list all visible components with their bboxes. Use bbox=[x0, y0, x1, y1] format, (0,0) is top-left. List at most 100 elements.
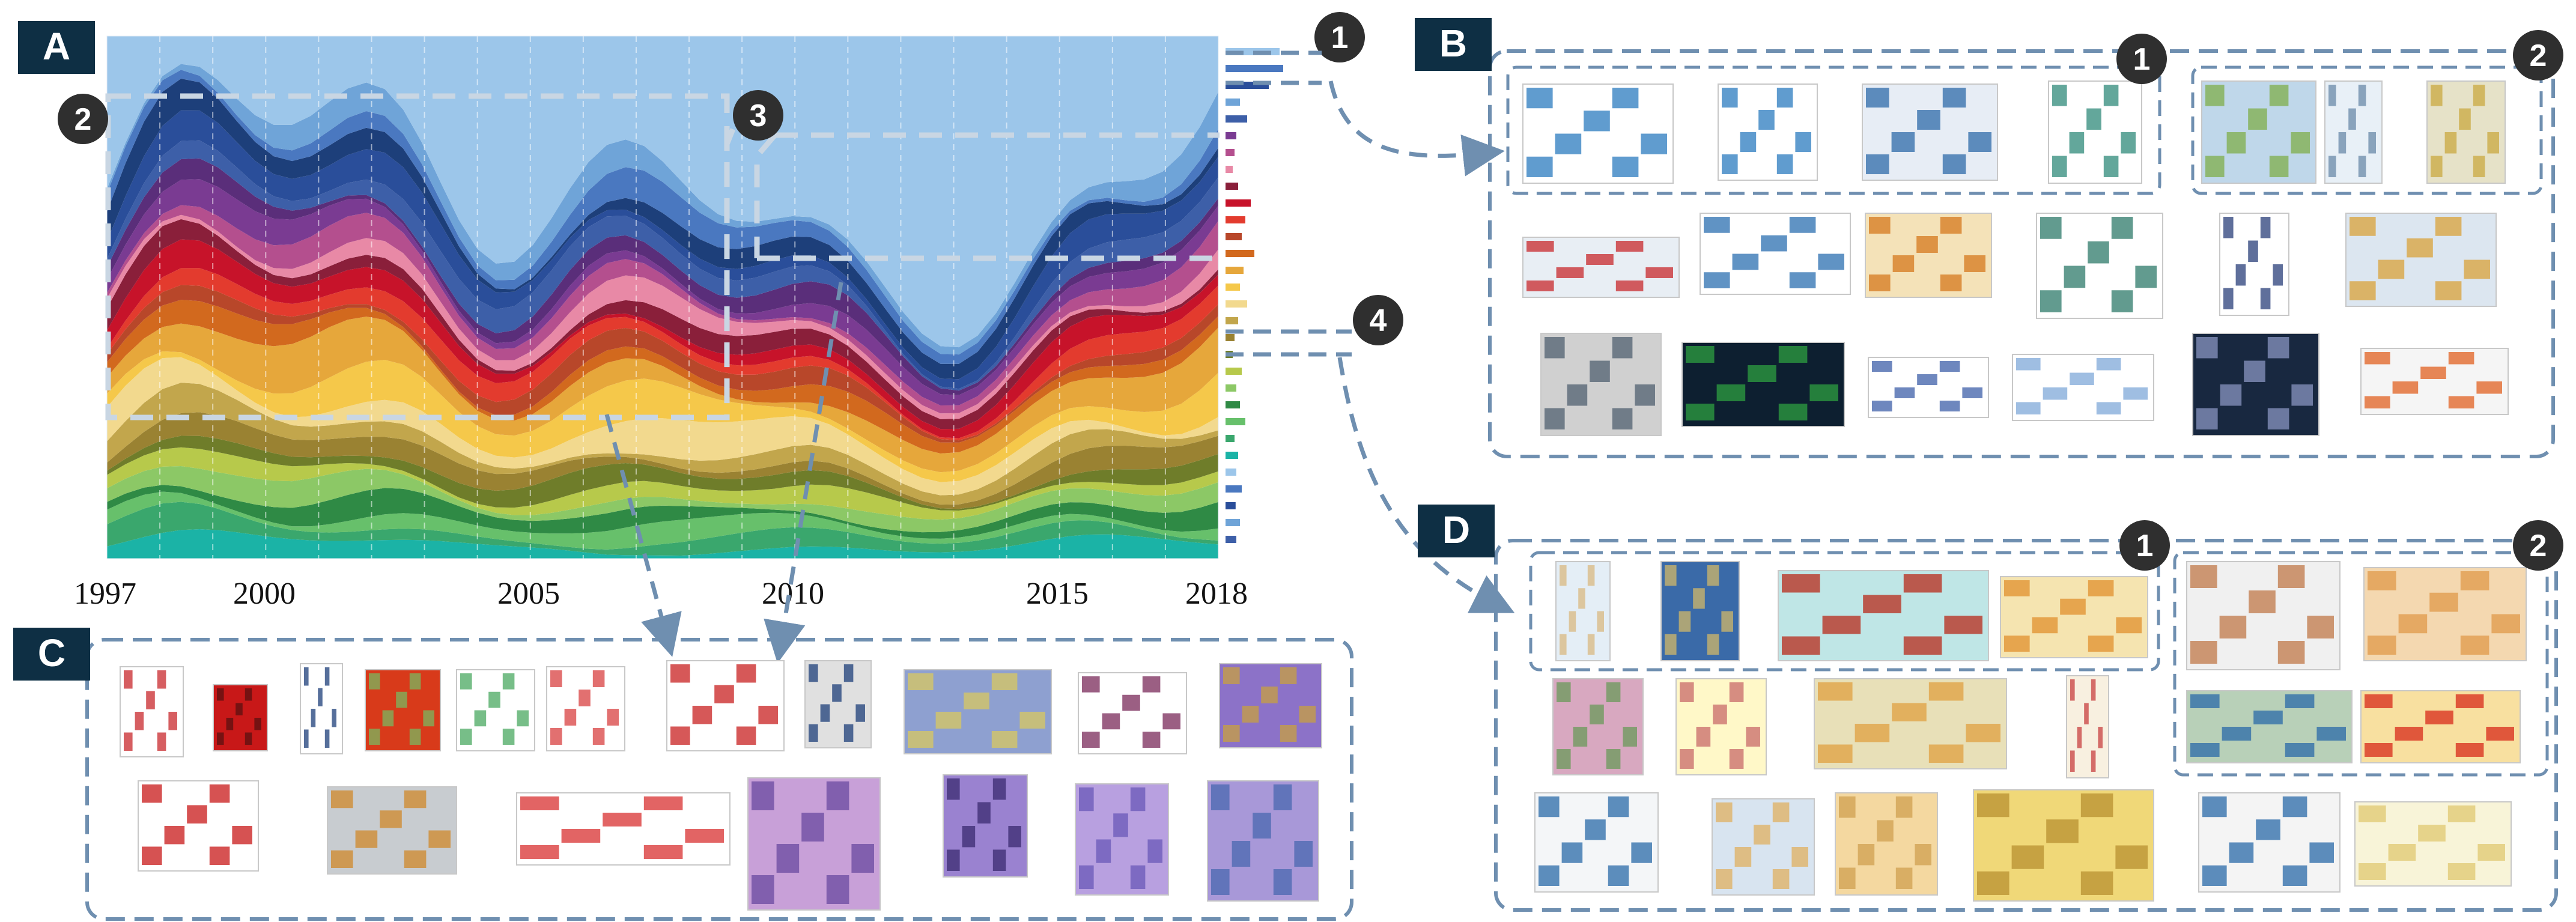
tick-label-2015: 2015 bbox=[1026, 577, 1089, 611]
stream-layer bbox=[107, 447, 1218, 520]
svg-text:3: 3 bbox=[750, 99, 767, 133]
figure-thumbnail bbox=[2360, 348, 2509, 415]
marker-b-1: 1 bbox=[2116, 34, 2167, 84]
thumbnail-grid-d bbox=[1534, 561, 2527, 902]
arrow-to-c-1 bbox=[604, 414, 682, 657]
side-bar bbox=[1226, 418, 1245, 425]
side-bar bbox=[1226, 334, 1235, 341]
figure-thumbnail bbox=[1700, 213, 1851, 295]
svg-text:A: A bbox=[43, 25, 70, 68]
stream-layer bbox=[107, 78, 1218, 380]
svg-text:2: 2 bbox=[2530, 529, 2547, 563]
side-bar bbox=[1226, 267, 1244, 274]
figure-thumbnail bbox=[1534, 792, 1659, 893]
stream-layer bbox=[107, 412, 1218, 509]
figure-thumbnail bbox=[2219, 213, 2289, 316]
side-bar-histogram bbox=[1226, 48, 1283, 543]
figure-thumbnail bbox=[213, 684, 268, 751]
tick-label-2005: 2005 bbox=[497, 577, 560, 611]
streamgraph bbox=[107, 36, 1218, 559]
figure-thumbnail bbox=[365, 669, 441, 751]
group-d-1 bbox=[1529, 551, 2160, 672]
side-bar bbox=[1226, 250, 1254, 257]
figure-thumbnail bbox=[2012, 354, 2154, 421]
stream-layer bbox=[107, 491, 1218, 550]
figure-thumbnail bbox=[300, 663, 343, 754]
group-b-2 bbox=[2191, 65, 2543, 195]
figure-thumbnail bbox=[747, 777, 881, 911]
figure-thumbnail bbox=[904, 669, 1052, 754]
group-b-1 bbox=[1506, 65, 2161, 195]
side-bar bbox=[1226, 284, 1240, 291]
figure-thumbnail bbox=[120, 666, 184, 757]
figure-thumbnail bbox=[2201, 80, 2316, 184]
figure-thumbnail bbox=[2354, 801, 2512, 887]
panel-label-a: A bbox=[18, 21, 95, 74]
figure-thumbnail bbox=[1555, 561, 1611, 661]
figure-thumbnail bbox=[943, 774, 1028, 878]
figure-thumbnail bbox=[1675, 678, 1767, 775]
figure-thumbnail bbox=[2363, 567, 2527, 661]
side-bar bbox=[1226, 199, 1251, 207]
side-bar bbox=[1226, 435, 1235, 442]
connector-1 bbox=[1226, 50, 1322, 85]
thumbnail-grid-c bbox=[120, 660, 1322, 911]
highlight-box-3 bbox=[754, 132, 1220, 261]
marker-b-2: 2 bbox=[2513, 30, 2563, 80]
side-bar bbox=[1226, 216, 1245, 223]
stream-layer bbox=[107, 205, 1218, 414]
figure-thumbnail bbox=[2360, 690, 2521, 763]
side-bar bbox=[1226, 115, 1247, 123]
year-gridlines bbox=[159, 36, 1166, 559]
side-bar bbox=[1226, 149, 1235, 156]
tick-label-1997: 1997 bbox=[74, 577, 136, 611]
side-bar bbox=[1226, 536, 1236, 543]
arrow-to-d bbox=[1337, 357, 1515, 613]
figure-thumbnail bbox=[1207, 780, 1319, 902]
panel-label-c: C bbox=[13, 628, 90, 681]
stream-layer bbox=[107, 239, 1218, 438]
highlight-box-2-edge bbox=[724, 128, 736, 414]
marker-d-2: 2 bbox=[2513, 520, 2563, 571]
panel-d: 1 2 bbox=[1494, 520, 2563, 912]
figure-thumbnail bbox=[1835, 792, 1938, 896]
figure-thumbnail bbox=[1973, 789, 2154, 902]
stream-layer bbox=[107, 502, 1218, 556]
arrow-to-c-2 bbox=[764, 282, 843, 664]
stream-layer bbox=[107, 485, 1218, 539]
figure-thumbnail bbox=[2324, 80, 2383, 184]
thumbnail-grid-b bbox=[1522, 80, 2509, 436]
side-bar bbox=[1226, 502, 1236, 509]
figure-thumbnail bbox=[1660, 561, 1740, 661]
panel-label-b: B bbox=[1415, 18, 1492, 71]
stream-layer bbox=[107, 383, 1218, 505]
marker-a-2: 2 bbox=[58, 94, 108, 144]
tick-label-2018: 2018 bbox=[1185, 577, 1248, 611]
figure-thumbnail bbox=[2066, 675, 2109, 778]
side-bar bbox=[1226, 99, 1240, 106]
svg-text:4: 4 bbox=[1370, 303, 1387, 338]
side-bar bbox=[1226, 317, 1238, 324]
svg-text:2: 2 bbox=[74, 102, 92, 137]
group-d-2 bbox=[2173, 551, 2549, 777]
stream-layer bbox=[107, 268, 1218, 441]
figure-thumbnail bbox=[1681, 342, 1845, 427]
figure-thumbnail bbox=[138, 780, 259, 872]
svg-text:1: 1 bbox=[1331, 20, 1349, 55]
figure-thumbnail bbox=[1814, 678, 2007, 769]
connector-4 bbox=[1226, 329, 1352, 357]
marker-a-3: 3 bbox=[733, 90, 783, 141]
side-bar bbox=[1226, 65, 1283, 72]
figure-thumbnail bbox=[327, 786, 457, 875]
side-bar bbox=[1226, 452, 1238, 459]
side-bar bbox=[1226, 469, 1236, 476]
marker-a-1: 1 bbox=[1314, 12, 1365, 62]
svg-text:C: C bbox=[38, 631, 65, 675]
panel-a: 1997 2000 2005 2010 2015 2018 2 3 1 4 bbox=[58, 12, 1403, 611]
svg-text:2: 2 bbox=[2530, 38, 2547, 73]
stream-layer bbox=[107, 140, 1218, 391]
figure-thumbnail bbox=[1865, 213, 1992, 298]
stream-layer bbox=[107, 435, 1218, 511]
figure-thumbnail bbox=[666, 660, 785, 751]
side-bar bbox=[1226, 166, 1233, 173]
